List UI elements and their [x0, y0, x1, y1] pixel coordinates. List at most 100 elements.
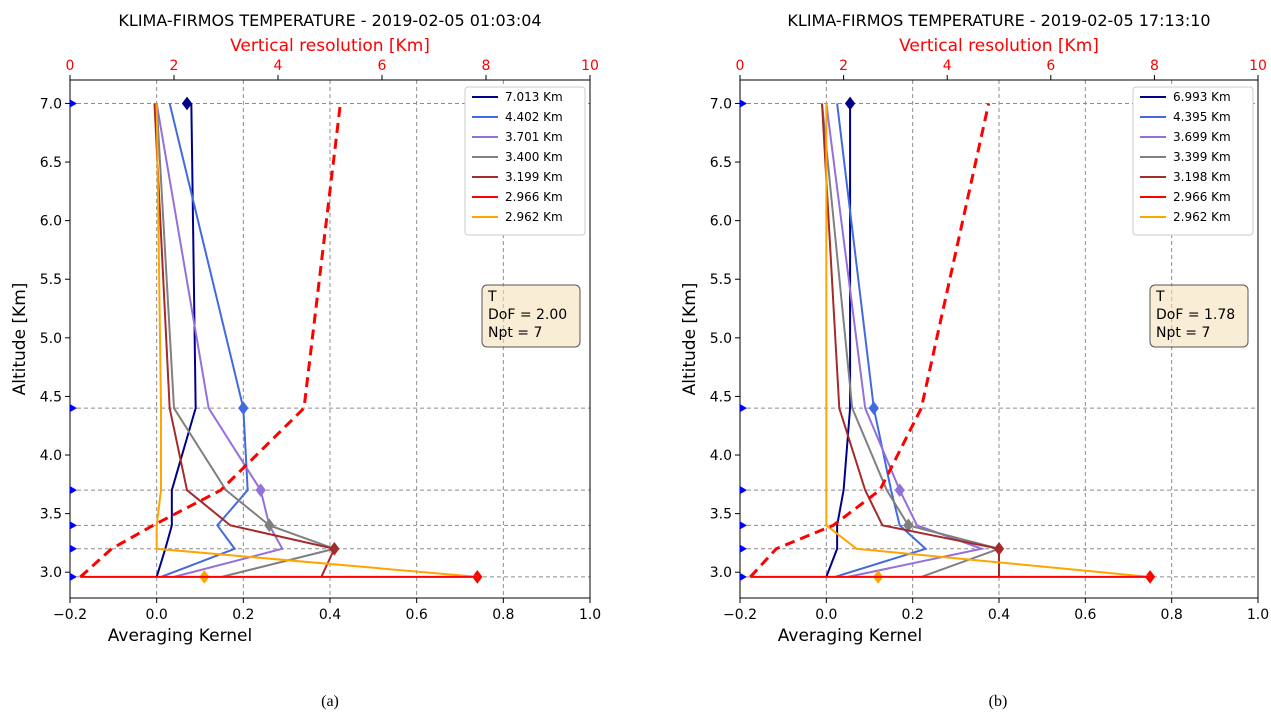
legend-label: 7.013 Km [505, 90, 563, 104]
resolution-curve [749, 103, 991, 578]
y-tick-label: 4.5 [40, 389, 62, 405]
level-marker [70, 572, 77, 581]
resolution-curve [79, 103, 342, 579]
info-text: Npt = 7 [488, 325, 542, 341]
y-tick-label: 5.0 [40, 331, 62, 347]
x-tick-label: 1.0 [579, 607, 601, 623]
legend-label: 2.962 Km [505, 210, 563, 224]
series-line [155, 103, 338, 578]
x-tick-label: 0.8 [492, 607, 514, 623]
y-tick-label: 4.5 [710, 389, 732, 405]
x-tick-label: 1.0 [1247, 607, 1269, 623]
x-tick-label: 0.6 [406, 607, 428, 623]
info-box [1149, 284, 1249, 348]
legend-label: 4.402 Km [505, 110, 563, 124]
top-x-tick-label: 6 [1046, 58, 1055, 74]
panel-b: −0.2 0.0 0.2 0.4 0.6 0.8 1.0 3.0 3.5 4.0 4.5 5.0 5.5… [680, 11, 1269, 710]
y-tick-label: 5.5 [40, 272, 62, 288]
info-text: T [487, 289, 497, 305]
top-x-tick-label: 0 [66, 58, 75, 74]
top-x-tick-label: 8 [1150, 58, 1159, 74]
legend-label: 3.699 Km [1173, 130, 1231, 144]
level-marker [740, 404, 747, 413]
legend-label: 3.199 Km [505, 170, 563, 184]
x-tick-label: 0.6 [1074, 607, 1096, 623]
top-axis-label: Vertical resolution [Km] [230, 36, 430, 56]
series-marker [844, 96, 856, 111]
top-x-tick-label: 6 [378, 58, 387, 74]
panel-a: −0.2 0.0 0.2 0.4 0.6 0.8 1.0 3.0 3.5 4.0 4.5 5.0 5.5… [10, 11, 601, 710]
legend-label: 2.962 Km [1173, 210, 1231, 224]
y-tick-label: 4.0 [40, 448, 62, 464]
y-tick-label: 5.0 [710, 331, 732, 347]
info-text: Npt = 7 [1156, 325, 1210, 341]
level-marker [740, 99, 747, 108]
chart-title: KLIMA-FIRMOS TEMPERATURE - 2019-02-05 01… [118, 11, 541, 30]
x-tick-label: 0.2 [902, 607, 924, 623]
y-tick-label: 3.5 [710, 507, 732, 523]
y-tick-label: 5.5 [710, 272, 732, 288]
series-marker [894, 483, 905, 498]
series-marker [255, 483, 266, 498]
y-tick-label: 6.5 [40, 155, 62, 171]
legend-label: 2.966 Km [1173, 190, 1231, 204]
panel-caption: (b) [989, 693, 1008, 710]
series-marker [868, 401, 879, 415]
y-tick-label: 4.0 [710, 448, 732, 464]
level-marker [740, 544, 747, 553]
x-tick-label: 0.4 [319, 607, 341, 623]
x-tick-label: −0.2 [723, 607, 757, 623]
series-line [825, 103, 852, 578]
series-line [160, 103, 249, 578]
level-marker [740, 572, 747, 581]
level-marker [70, 486, 77, 495]
series-marker [181, 96, 193, 111]
y-tick-label: 7.0 [40, 96, 62, 112]
legend-label: 3.399 Km [1173, 150, 1231, 164]
legend-label: 2.966 Km [505, 190, 563, 204]
top-x-tick-label: 10 [581, 58, 599, 74]
y-axis-label: Altitude [Km] [680, 283, 700, 396]
series-line [155, 103, 478, 578]
info-text: DoF = 2.00 [488, 307, 567, 323]
series-marker [264, 518, 275, 533]
series-line [821, 103, 1003, 578]
top-axis-label: Vertical resolution [Km] [899, 36, 1099, 56]
info-text: DoF = 1.78 [1156, 307, 1235, 323]
legend-label: 6.993 Km [1173, 90, 1231, 104]
top-x-tick-label: 2 [839, 58, 848, 74]
x-tick-label: 0.4 [988, 607, 1010, 623]
panel-caption: (a) [321, 693, 339, 710]
info-box [481, 284, 581, 348]
series-line [825, 103, 1151, 578]
x-tick-label: 0.0 [146, 607, 168, 623]
series-line [825, 103, 986, 578]
x-tick-label: −0.2 [53, 607, 87, 623]
x-axis-label: Averaging Kernel [778, 626, 922, 646]
legend-label: 3.400 Km [505, 150, 563, 164]
series-line [155, 103, 284, 578]
y-axis-label: Altitude [Km] [10, 283, 30, 396]
series-marker [993, 541, 1005, 556]
x-tick-label: 0.2 [232, 607, 254, 623]
x-axis-label: Averaging Kernel [108, 626, 252, 646]
level-marker [740, 486, 747, 495]
top-x-tick-label: 4 [274, 58, 283, 74]
top-x-tick-label: 2 [170, 58, 179, 74]
x-tick-label: 0.0 [815, 607, 837, 623]
series-line [153, 103, 336, 578]
top-x-tick-label: 10 [1249, 58, 1267, 74]
y-tick-label: 6.5 [710, 155, 732, 171]
y-tick-label: 3.5 [40, 507, 62, 523]
level-marker [740, 521, 747, 530]
level-marker [70, 544, 77, 553]
legend-label: 3.198 Km [1173, 170, 1231, 184]
level-marker [70, 521, 77, 530]
y-tick-label: 3.0 [710, 565, 732, 581]
series-line [834, 103, 928, 578]
level-marker [70, 99, 77, 108]
x-tick-label: 0.8 [1161, 607, 1183, 623]
top-x-tick-label: 0 [736, 58, 745, 74]
legend-label: 4.395 Km [1173, 110, 1231, 124]
